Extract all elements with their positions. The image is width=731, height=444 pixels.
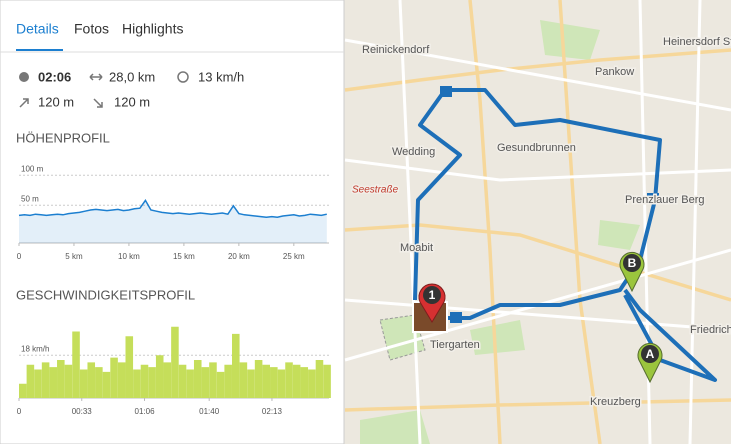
map-label: Wedding [392,146,435,158]
speed-bar [171,326,179,398]
section-title: HÖHENPROFIL [16,130,110,145]
direction-arrow [450,312,462,323]
elevation-area [19,200,327,243]
speed-bar [163,362,172,398]
speed-bar [155,355,164,398]
speed-bar [117,362,126,398]
speed-bar [186,369,194,398]
speed-bar [34,369,42,398]
icon [93,98,103,108]
speed-bar [64,364,73,398]
x-tick-label: 01:06 [135,407,156,416]
marker-label: 1 [429,288,436,302]
elevation-line [18,199,327,218]
icon [177,71,189,83]
speed-bar [247,369,255,398]
direction-arrow [647,193,659,204]
speed-bar [79,369,88,398]
speed-bar [209,362,217,398]
x-tick-label: 01:40 [199,407,220,416]
tab[interactable]: Fotos [74,21,109,37]
speed-bar [254,360,263,398]
speed-bar [270,367,278,398]
icon [19,72,29,82]
speed-bar [277,369,286,398]
map-label: Kreuzberg [590,396,641,408]
map-label: Tiergarten [430,339,480,351]
speed-bar [262,364,270,398]
stat: 13 km/h [198,69,244,84]
x-tick-label: 0 [17,407,22,416]
map-label: Heinersdorf St [663,36,731,48]
speed-bar [110,357,118,398]
x-tick-label: 0 [17,252,22,261]
y-tick-label: 18 km/h [21,344,49,353]
speed-bar [178,364,187,398]
y-tick-label: 50 m [21,194,39,203]
speed-bar [41,362,50,398]
speed-bar [148,367,156,398]
x-tick-label: 20 km [228,252,250,261]
map-label: Friedrich [690,324,731,336]
map-label: Seestraße [352,185,399,196]
x-tick-label: 5 km [65,252,83,261]
speed-bar [285,362,293,398]
map-label: Reinickendorf [362,44,430,56]
route [413,88,717,382]
x-tick-label: 02:13 [262,407,283,416]
map-label: Gesundbrunnen [497,142,576,154]
x-tick-label: 10 km [118,252,140,261]
speed-bar [125,336,134,398]
stat: 120 m [38,94,74,109]
section-title: GESCHWINDIGKEITSPROFIL [16,287,195,302]
speed-bar [140,364,149,398]
map-label: Pankow [595,66,634,78]
map-label: Moabit [400,242,433,254]
marker-a[interactable]: A [637,342,663,384]
x-tick-label: 15 km [173,252,195,261]
x-tick-label: 00:33 [72,407,93,416]
speed-bar [315,360,324,398]
speed-bar [49,367,57,398]
speed-bar [19,383,27,398]
speed-bar [95,367,103,398]
speed-bar [232,333,240,398]
speed-bar [224,364,232,398]
road [344,0,731,444]
speed-bar [87,362,96,398]
tab[interactable]: Highlights [122,21,183,37]
y-tick-label: 100 m [21,164,44,173]
speed-bar [57,360,65,398]
speed-bar [26,364,35,398]
speed-bar [300,367,309,398]
icon [89,73,103,81]
speed-bar [239,362,248,398]
speed-bar [292,364,301,398]
speed-bar [323,364,331,398]
map-label: Prenzlauer Berg [625,194,705,206]
tab[interactable]: Details [16,21,59,37]
tab-underline [16,49,63,51]
marker-label: B [628,256,637,270]
stat: 02:06 [38,69,71,84]
road [344,0,731,444]
stat: 120 m [114,94,150,109]
icon [19,98,29,108]
speed-bar [308,369,316,398]
stat: 28,0 km [109,69,155,84]
x-tick-label: 25 km [283,252,305,261]
marker-label: A [646,347,655,361]
speed-bar [102,371,111,398]
photo-marker[interactable]: 1 [412,283,448,333]
speed-bar [216,371,225,398]
speed-bar [193,360,202,398]
speed-bar [201,367,210,398]
marker-b[interactable]: B [619,251,645,293]
speed-bar [72,331,80,398]
speed-bar [133,369,141,398]
direction-arrow [440,86,452,97]
